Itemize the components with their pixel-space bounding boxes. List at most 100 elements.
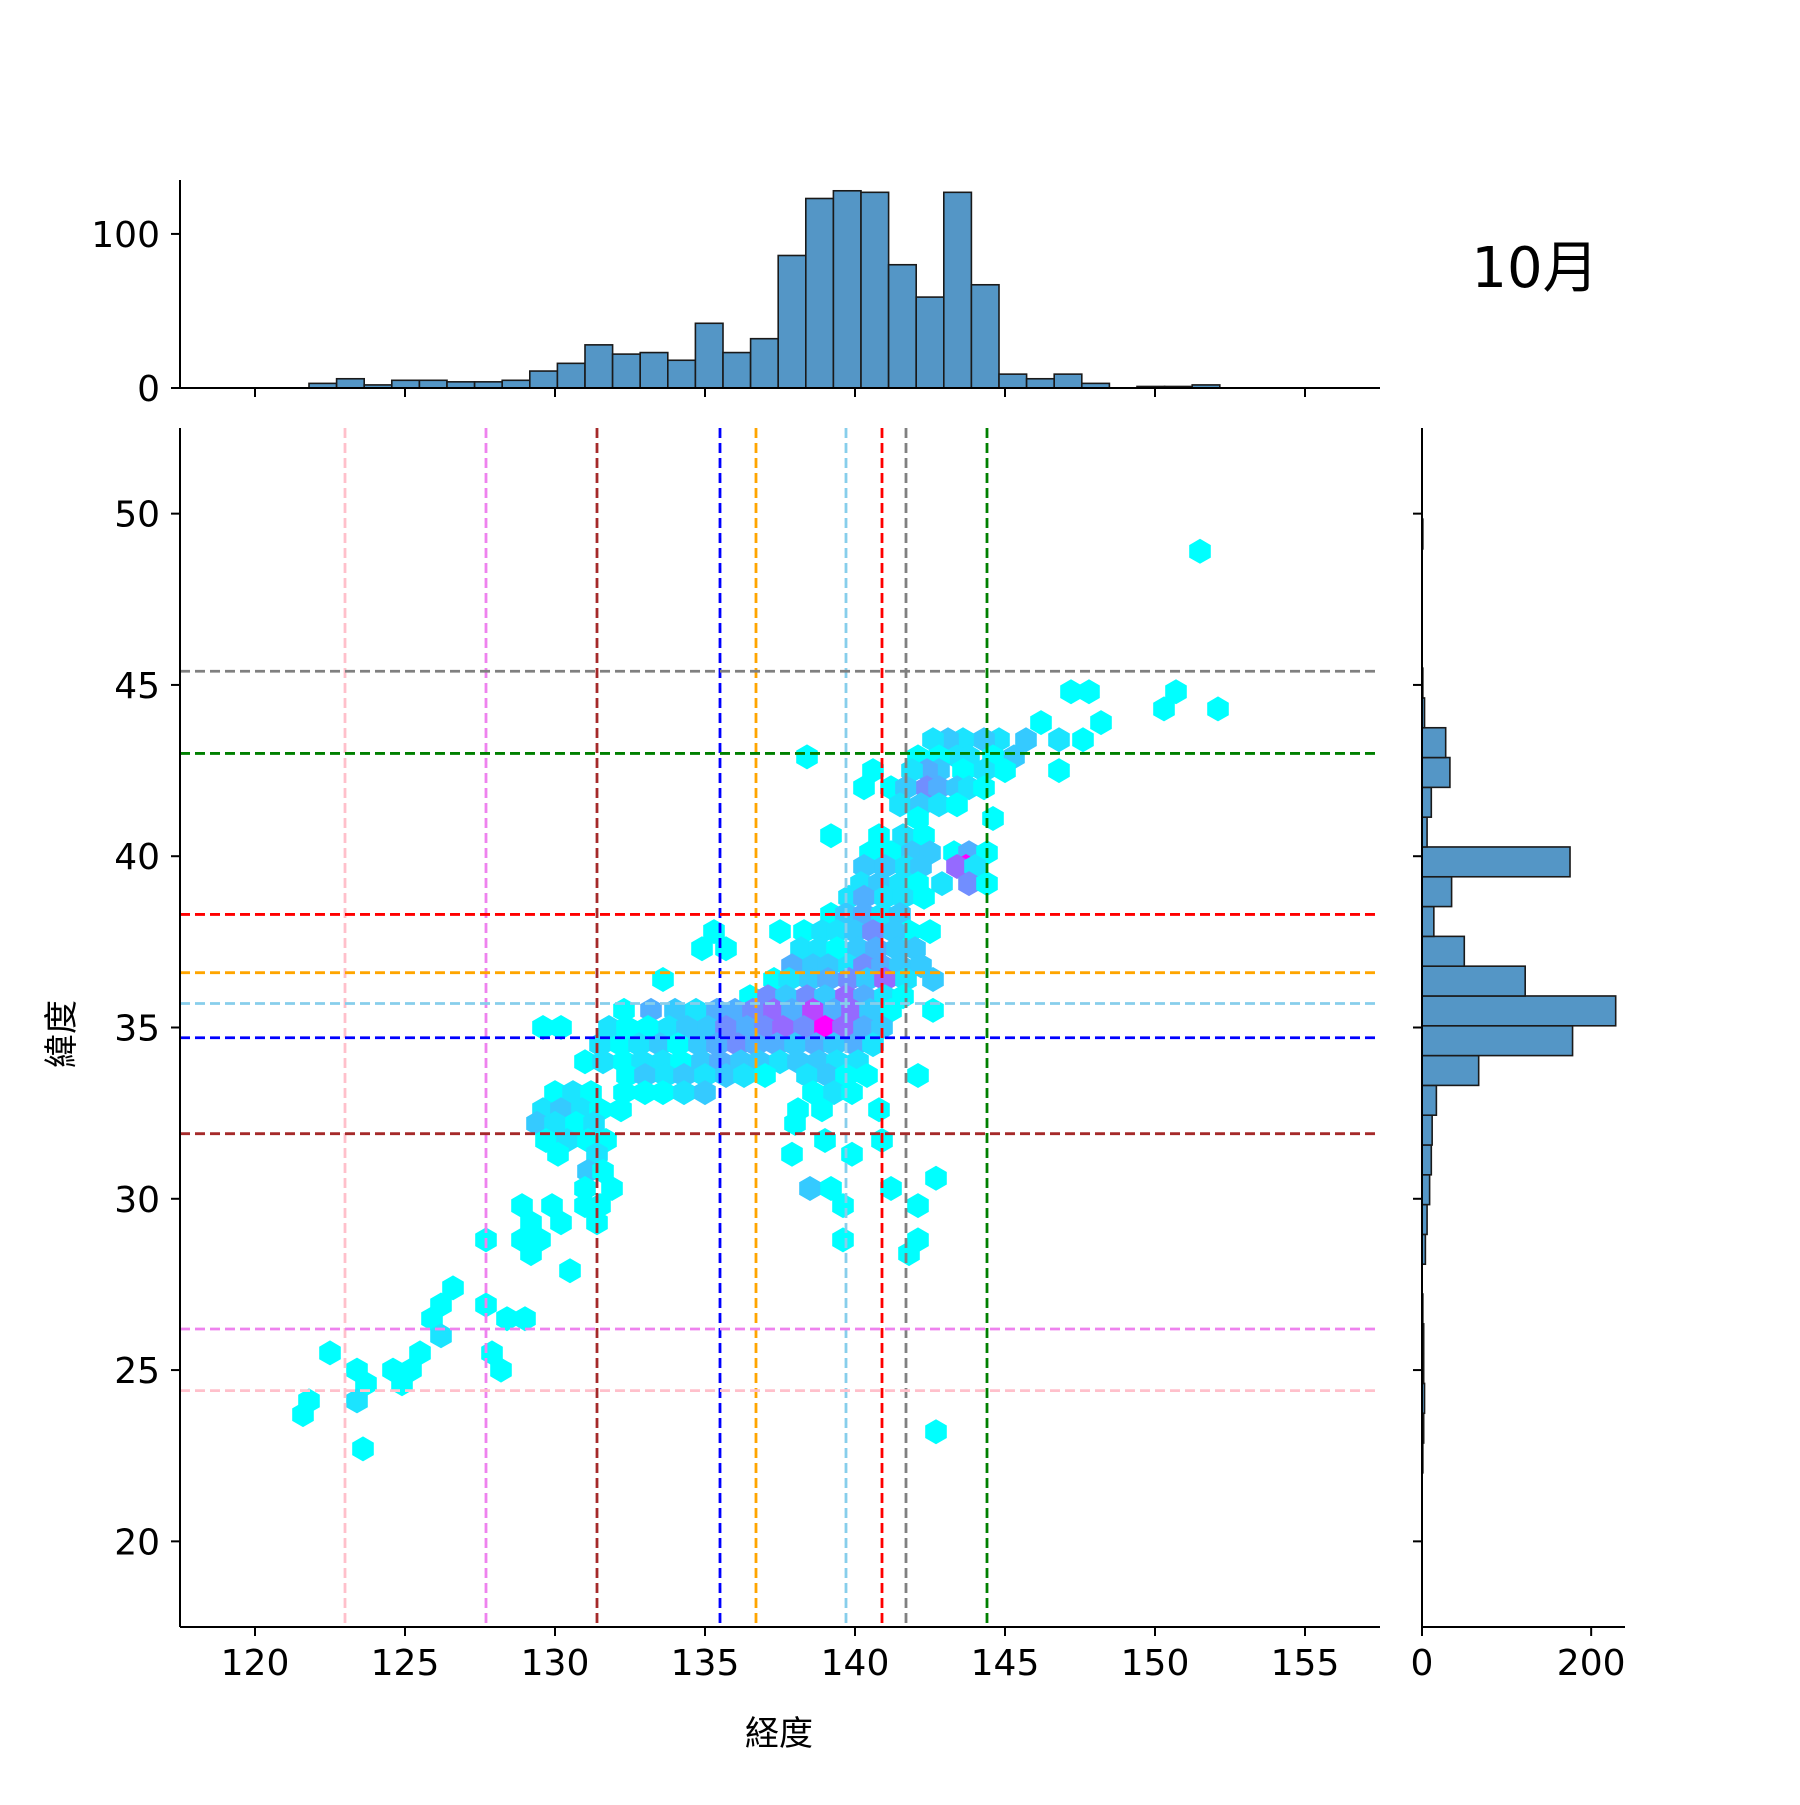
hexbin-cell xyxy=(292,1402,314,1428)
reference-lines xyxy=(180,428,1380,1627)
hist-x-bar xyxy=(915,296,945,389)
hexbin-cell xyxy=(814,1015,836,1040)
hexbin-cell xyxy=(346,1388,368,1414)
hist-y-bar xyxy=(1421,1054,1480,1087)
hexbin-cell xyxy=(1189,538,1211,564)
hist-x-bar xyxy=(804,197,835,389)
hist-x-bar xyxy=(1025,377,1055,389)
hexbin-cell xyxy=(931,871,953,897)
hexbin-cell xyxy=(496,1306,518,1332)
x-tick-label: 135 xyxy=(671,1643,740,1684)
hexbin-cell xyxy=(799,1176,821,1201)
hexbin-cell xyxy=(928,792,950,818)
chart-title: 10月 xyxy=(1471,236,1598,301)
hexbin-cell xyxy=(658,1015,680,1040)
hexbin-cell xyxy=(1048,727,1070,753)
hexbin-cell xyxy=(691,936,713,962)
hexbin-cell xyxy=(769,1049,791,1075)
hist-y-bar xyxy=(1421,905,1435,938)
hexbin-cell xyxy=(982,806,1004,831)
hexbin-cell xyxy=(559,1258,581,1284)
hexbin-cell xyxy=(973,775,995,801)
hist-y-bar xyxy=(1421,1174,1431,1206)
hist-x-bar xyxy=(501,379,531,389)
hexbin-cell xyxy=(856,1063,878,1088)
hexbin-cell xyxy=(511,1193,533,1219)
hexbin-cell xyxy=(697,1015,719,1040)
x-tick-label: 145 xyxy=(971,1643,1040,1684)
hexbin-cell xyxy=(562,1080,584,1106)
hist-x-bar xyxy=(777,254,807,389)
hexbin-cell xyxy=(673,1063,695,1088)
hexbin-cell xyxy=(907,1193,929,1219)
main-hexbin-plot xyxy=(180,428,1380,1627)
hist-x-bar xyxy=(666,359,697,389)
hexbin-cell xyxy=(550,1210,572,1236)
hist-y-bar xyxy=(1421,965,1526,997)
hexbin-cell xyxy=(853,775,875,801)
axes: 120 125 130 135 140 145 150 155 20 25 30 35 40 45 50 0 1… xyxy=(91,180,1626,1684)
hexbin-cell xyxy=(754,1015,776,1040)
hexbin-cell xyxy=(853,884,875,910)
hexbin-cell xyxy=(958,871,980,897)
hist-x-bar xyxy=(832,189,862,389)
hexbin-cell xyxy=(442,1275,464,1301)
y-tick-label: 50 xyxy=(114,495,160,536)
hexbin-cell xyxy=(814,1128,836,1153)
hist-x-bar xyxy=(998,373,1028,389)
hexbin-cell xyxy=(652,967,674,992)
hexbin-cell xyxy=(520,1210,542,1236)
hexbin-cell xyxy=(1060,679,1082,705)
hexbin-cell xyxy=(550,1015,572,1040)
hexbin-cell xyxy=(820,823,842,849)
hexbin-cell xyxy=(781,1141,803,1167)
y-tick-label: 25 xyxy=(114,1351,160,1392)
hexbin-cell xyxy=(793,1015,815,1040)
hexbin-cell xyxy=(673,1080,695,1106)
right-marginal-histogram xyxy=(1421,518,1617,1474)
y-axis-label: 緯度 xyxy=(42,1000,82,1068)
hexbin-cell xyxy=(994,758,1016,784)
hexbin-cell xyxy=(652,1080,674,1106)
hist-x-count-label: 0 xyxy=(137,369,160,410)
hist-x-bar xyxy=(584,344,614,389)
hexbin-cell xyxy=(826,936,848,962)
hist-x-bar xyxy=(970,283,1000,389)
hexbin-cell xyxy=(736,1015,758,1040)
hexbin-cell xyxy=(868,1097,890,1123)
hist-x-bar xyxy=(887,263,917,389)
hexbin-cell xyxy=(490,1357,512,1383)
hexbin-cell xyxy=(853,1015,875,1040)
hexbin-cell xyxy=(1153,696,1175,722)
hexbin-cell xyxy=(832,1015,854,1040)
hexbin-cell xyxy=(586,1210,608,1236)
hist-y-count-label: 0 xyxy=(1411,1643,1434,1684)
hexbin-layer xyxy=(292,538,1229,1462)
hexbin-cell xyxy=(1078,679,1100,705)
hexbin-cell xyxy=(946,792,968,818)
hexbin-cell xyxy=(547,1141,569,1167)
hist-x-bar xyxy=(639,351,669,389)
x-tick-label: 120 xyxy=(221,1643,290,1684)
hist-x-count-label: 100 xyxy=(91,215,160,256)
hist-y-bar xyxy=(1421,935,1466,967)
y-tick-label: 20 xyxy=(114,1522,160,1563)
hexbin-cell xyxy=(598,1015,620,1040)
hexbin-cell xyxy=(1048,758,1070,784)
hist-x-bar xyxy=(722,351,752,389)
hexbin-cell xyxy=(565,1110,587,1136)
hexbin-cell xyxy=(319,1340,341,1366)
hexbin-cell xyxy=(544,1110,566,1136)
hexbin-cell xyxy=(1030,710,1052,736)
hexbin-cell xyxy=(907,1063,929,1088)
hexbin-cell xyxy=(919,919,941,945)
hexbin-cell xyxy=(841,1080,863,1106)
hexbin-cell xyxy=(574,1049,596,1075)
hexbin-cell xyxy=(1015,727,1037,753)
hexbin-cell xyxy=(811,1097,833,1123)
hexbin-cell xyxy=(526,1110,548,1136)
hexbin-cell xyxy=(409,1340,431,1366)
y-tick-label: 30 xyxy=(114,1180,160,1221)
hexbin-cell xyxy=(733,1063,755,1088)
